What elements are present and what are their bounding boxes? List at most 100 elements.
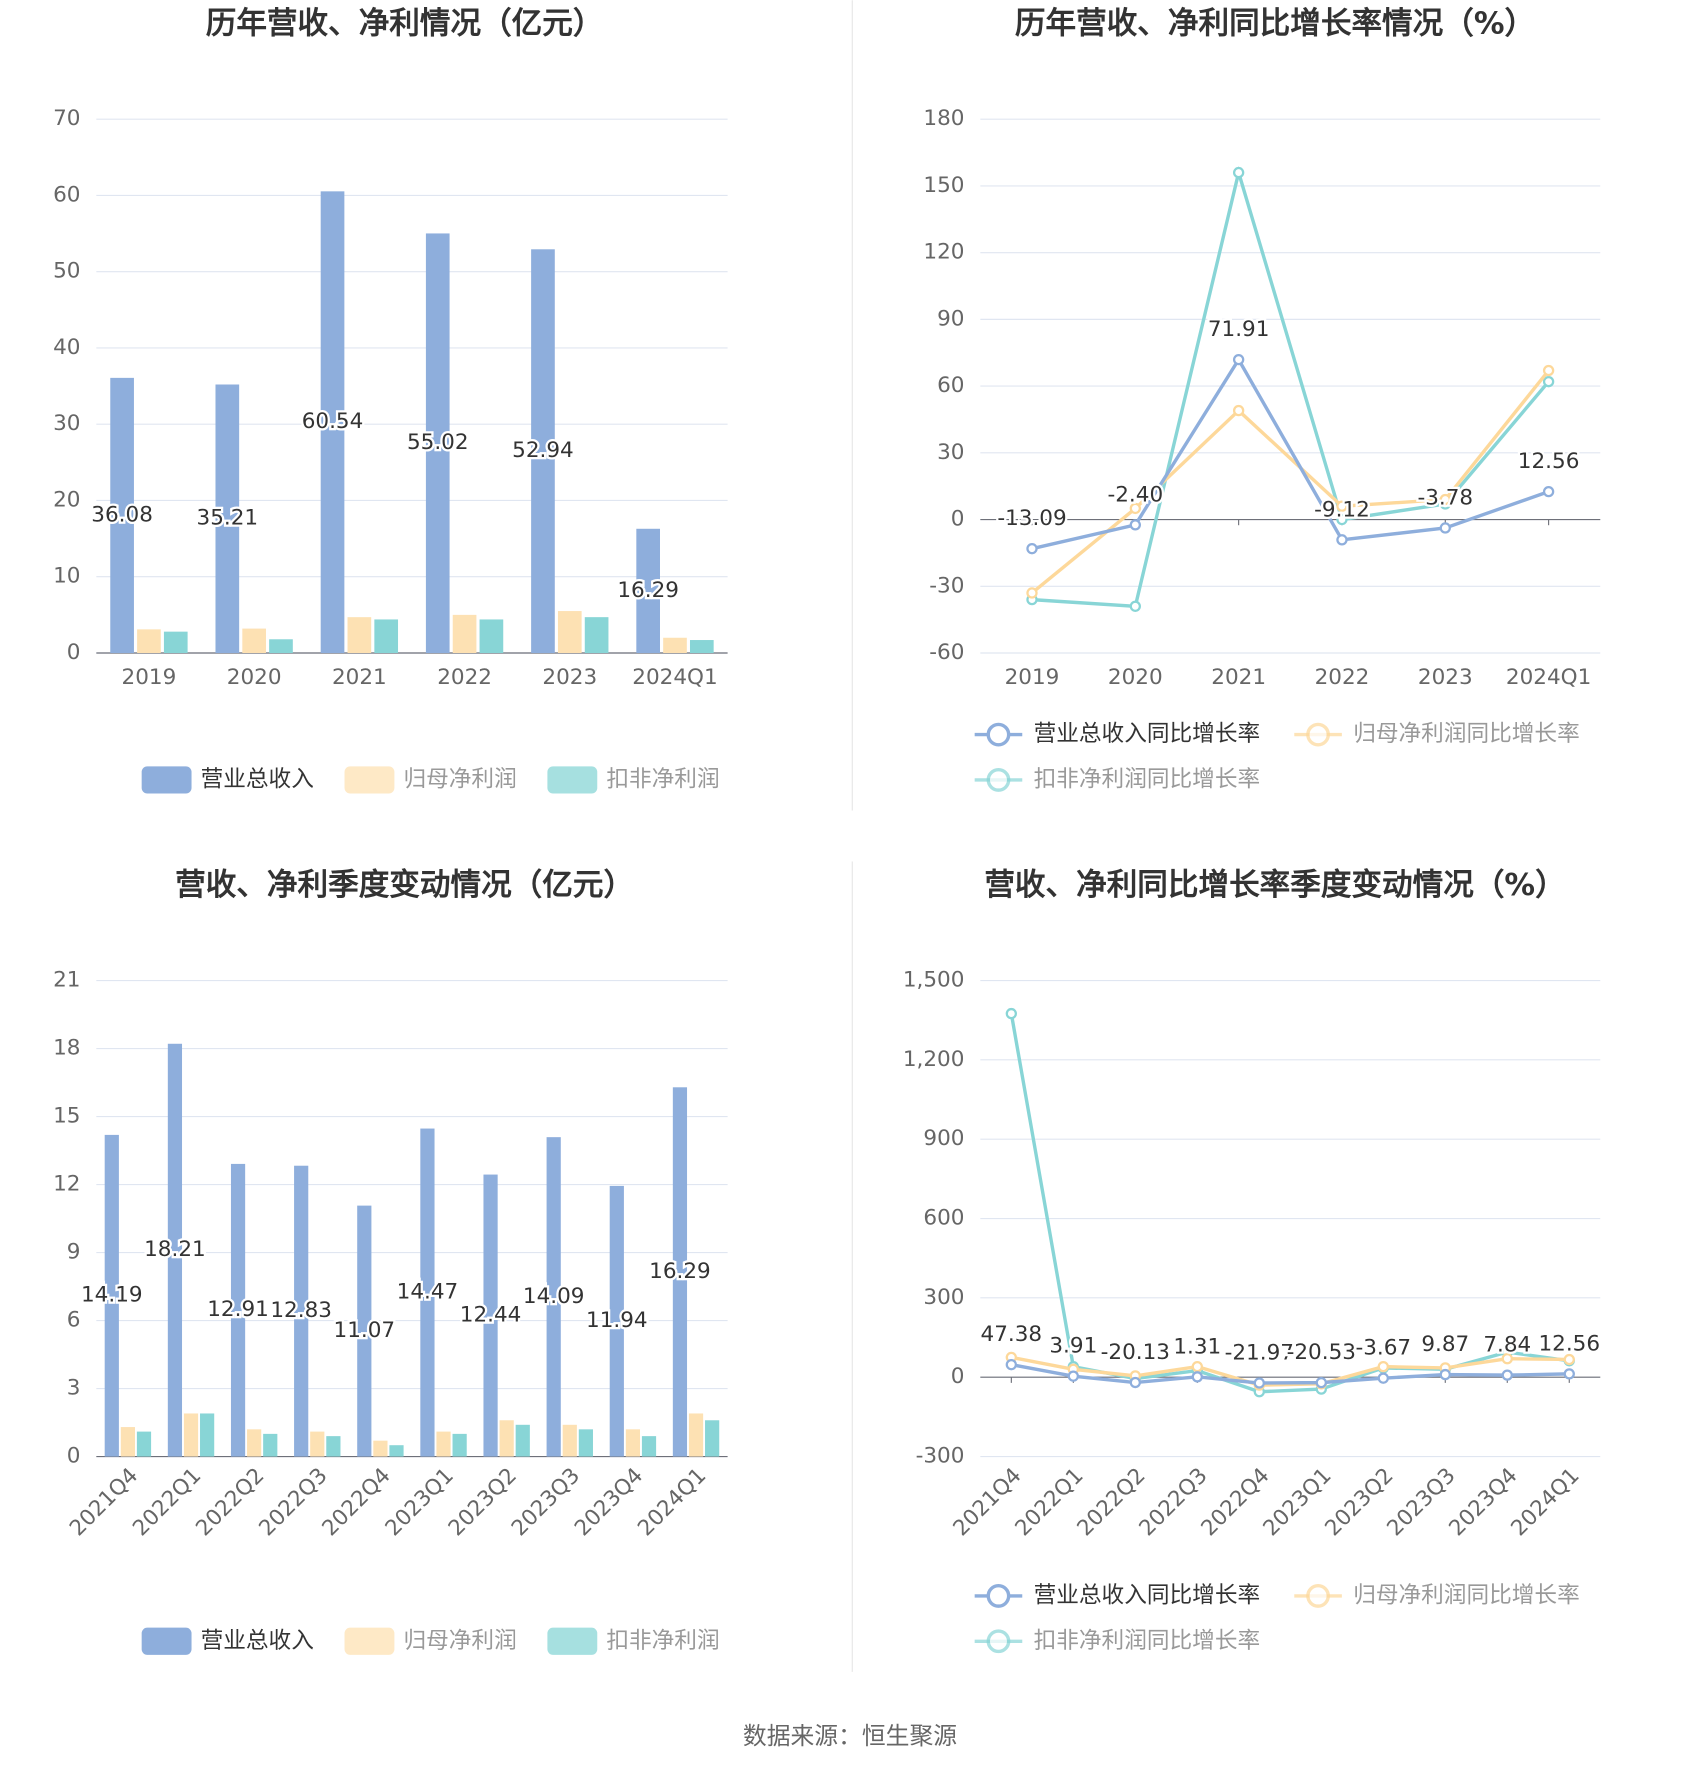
bar [269, 639, 293, 653]
legend-swatch [986, 768, 1011, 792]
bar [483, 1174, 498, 1457]
bar [420, 1128, 435, 1457]
value-label: 11.07 [334, 1318, 396, 1343]
line [1031, 356, 1550, 551]
x-tick-label: 2022Q2 [1073, 1463, 1151, 1541]
y-tick-label: 600 [923, 1206, 964, 1231]
y-tick-label: 6 [67, 1308, 81, 1333]
point [1439, 1368, 1451, 1381]
legend-label: 归母净利润同比增长率 [1353, 721, 1580, 747]
chart-title: 历年营收、净利情况（亿元） [206, 7, 604, 42]
y-tick-label: 60 [937, 373, 964, 398]
bar [479, 619, 504, 653]
legend-label: 营业总收入 [201, 766, 314, 792]
point [1315, 1376, 1327, 1389]
bar [688, 1413, 704, 1457]
point [1377, 1372, 1389, 1384]
value-label: 47.38 [981, 1322, 1043, 1347]
bar [425, 233, 450, 653]
x-tick-label: 2022Q2 [191, 1463, 269, 1541]
x-tick-label: 2022Q3 [1135, 1463, 1213, 1541]
value-label: 60.54 [302, 409, 364, 434]
value-label: -20.13 [1101, 1340, 1170, 1365]
point [1191, 1360, 1203, 1373]
value-label: 52.94 [512, 438, 574, 463]
x-tick-label: 2023Q3 [507, 1463, 585, 1541]
value-label: 12.56 [1518, 449, 1580, 474]
point [1129, 519, 1141, 531]
value-label: 36.08 [91, 502, 153, 527]
value-label: 1.31 [1173, 1334, 1221, 1359]
point [1563, 1368, 1575, 1380]
legend-label: 营业总收入同比增长率 [1034, 1582, 1261, 1608]
bar [436, 1431, 451, 1457]
x-tick-label: 2024Q1 [1506, 1463, 1584, 1541]
y-tick-label: 20 [53, 487, 80, 512]
bar [663, 637, 687, 653]
legend-swatch [1306, 722, 1330, 747]
x-tick-label: 2021Q4 [949, 1463, 1027, 1541]
y-tick-label: 18 [53, 1036, 80, 1061]
line [1011, 1362, 1570, 1385]
point [1232, 353, 1245, 366]
value-label: 16.29 [649, 1259, 711, 1284]
y-tick-label: 120 [923, 240, 964, 265]
bar [230, 1163, 246, 1457]
value-label: 71.91 [1208, 317, 1270, 342]
x-tick-label: 2023Q3 [1383, 1463, 1461, 1541]
point [1191, 1371, 1203, 1383]
point [1336, 534, 1348, 546]
x-tick-label: 2022 [437, 665, 492, 690]
line [1031, 166, 1550, 609]
legend-label: 营业总收入 [201, 1628, 314, 1654]
y-tick-label: 50 [53, 259, 80, 284]
point [1005, 1359, 1017, 1371]
y-tick-label: -60 [929, 640, 964, 665]
chart-title: 历年营收、净利同比增长率情况（%） [1015, 7, 1535, 42]
value-label: 14.19 [81, 1283, 143, 1308]
y-tick-label: 300 [923, 1285, 964, 1310]
y-tick-label: 12 [53, 1172, 80, 1197]
value-label: 3.91 [1049, 1334, 1097, 1359]
x-tick-label: 2022Q4 [1197, 1463, 1275, 1541]
y-tick-label: 90 [937, 306, 964, 331]
point [1563, 1353, 1575, 1366]
bar [584, 617, 609, 653]
bar [247, 1429, 262, 1457]
bar [641, 1436, 657, 1457]
y-tick-label: -30 [929, 573, 964, 598]
value-label: -3.67 [1355, 1336, 1411, 1361]
y-tick-label: 150 [923, 173, 964, 198]
point [1129, 502, 1141, 515]
bar [320, 191, 345, 654]
y-tick-label: 0 [951, 1364, 965, 1389]
x-tick-label: 2019 [122, 665, 177, 690]
line [1030, 369, 1550, 595]
point [1067, 1370, 1079, 1382]
point [1542, 364, 1555, 377]
bar [200, 1413, 215, 1457]
legend-swatch [141, 1627, 192, 1655]
point [1377, 1360, 1389, 1373]
legend-label: 扣非净利润 [606, 1628, 719, 1654]
bar [242, 628, 266, 653]
y-tick-label: 0 [67, 640, 81, 665]
y-tick-label: 900 [923, 1126, 964, 1151]
bar [531, 249, 555, 654]
x-tick-label: 2024Q1 [1506, 665, 1591, 690]
bar [215, 384, 240, 653]
y-tick-label: 0 [67, 1444, 81, 1469]
value-label: -13.09 [997, 506, 1066, 531]
bar [499, 1420, 514, 1457]
legend-label: 扣非净利润同比增长率 [1034, 766, 1261, 792]
bar [609, 1185, 624, 1457]
legend-label: 扣非净利润同比增长率 [1034, 1628, 1261, 1654]
bar [672, 1087, 688, 1457]
point [1026, 542, 1038, 555]
y-tick-label: 30 [937, 440, 964, 465]
bar [452, 614, 477, 653]
value-label: 11.94 [586, 1308, 648, 1333]
bar [389, 1445, 404, 1457]
value-label: 14.09 [523, 1284, 585, 1309]
point [1232, 404, 1245, 417]
